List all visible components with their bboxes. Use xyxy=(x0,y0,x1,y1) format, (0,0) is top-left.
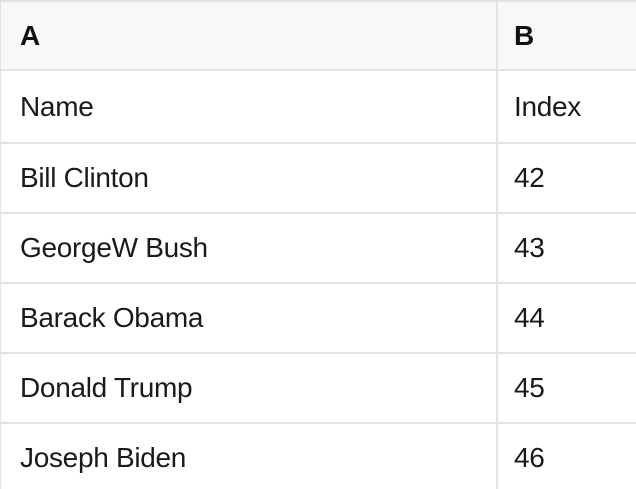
cell-a1[interactable]: Name xyxy=(1,71,498,142)
cell-b1[interactable]: Index xyxy=(498,71,636,142)
cell-text: Bill Clinton xyxy=(20,162,149,193)
table-row: Name Index xyxy=(1,71,636,144)
column-header-a[interactable]: A xyxy=(1,2,498,69)
cell-text: Joseph Biden xyxy=(20,442,187,473)
cell-text: 42 xyxy=(514,162,545,193)
cell-a3[interactable]: GeorgeW Bush xyxy=(1,214,498,282)
cell-text: 43 xyxy=(514,232,545,263)
cell-text: Donald Trump xyxy=(20,372,193,403)
cell-text: Index xyxy=(514,90,581,122)
cell-text: 44 xyxy=(514,302,545,333)
column-header-b[interactable]: B xyxy=(498,2,636,69)
column-header-b-label: B xyxy=(514,19,534,51)
cell-b2[interactable]: 42 xyxy=(498,144,636,212)
cell-text: 45 xyxy=(514,372,545,403)
table-row: Donald Trump 45 xyxy=(1,354,636,424)
table-row: GeorgeW Bush 43 xyxy=(1,214,636,284)
cell-text: Name xyxy=(20,90,94,122)
table-row: Barack Obama 44 xyxy=(1,284,636,354)
cell-b6[interactable]: 46 xyxy=(498,424,636,489)
cell-a6[interactable]: Joseph Biden xyxy=(1,424,498,489)
column-header-row: A B xyxy=(1,2,636,71)
cell-text: Barack Obama xyxy=(20,302,204,333)
cell-b5[interactable]: 45 xyxy=(498,354,636,422)
cell-b4[interactable]: 44 xyxy=(498,284,636,352)
table-row: Bill Clinton 42 xyxy=(1,144,636,214)
table-row: Joseph Biden 46 xyxy=(1,424,636,489)
cell-text: GeorgeW Bush xyxy=(20,232,208,263)
cell-a2[interactable]: Bill Clinton xyxy=(1,144,498,212)
column-header-a-label: A xyxy=(20,19,40,51)
cell-text: 46 xyxy=(514,442,545,473)
cell-b3[interactable]: 43 xyxy=(498,214,636,282)
cell-a5[interactable]: Donald Trump xyxy=(1,354,498,422)
cell-a4[interactable]: Barack Obama xyxy=(1,284,498,352)
